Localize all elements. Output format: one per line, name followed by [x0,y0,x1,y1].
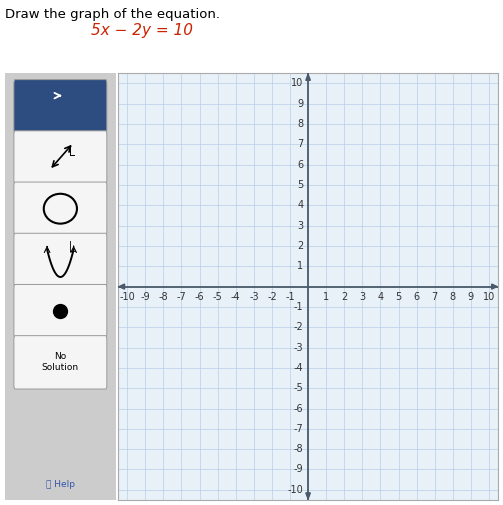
Text: -1: -1 [294,302,304,312]
Text: 7: 7 [432,292,438,301]
Text: 3: 3 [359,292,365,301]
Text: Draw the graph of the equation.: Draw the graph of the equation. [5,8,220,21]
FancyBboxPatch shape [14,80,107,133]
Text: -7: -7 [177,292,187,301]
Text: -10: -10 [119,292,135,301]
Text: 7: 7 [297,139,304,149]
Text: -5: -5 [294,383,304,393]
Text: -7: -7 [294,424,304,434]
Text: 5: 5 [297,180,304,190]
Text: 1: 1 [323,292,329,301]
Text: 1: 1 [297,261,304,271]
Text: -2: -2 [294,322,304,332]
Text: 8: 8 [297,119,304,129]
Text: 9: 9 [468,292,474,301]
Text: -2: -2 [267,292,277,301]
Text: -6: -6 [294,403,304,414]
Text: 2: 2 [341,292,348,301]
Text: 3: 3 [297,221,304,231]
FancyBboxPatch shape [14,131,107,184]
Text: -4: -4 [294,363,304,373]
Text: -9: -9 [294,465,304,475]
FancyArrow shape [119,284,125,289]
Text: 6: 6 [413,292,420,301]
Text: 2: 2 [297,241,304,251]
FancyBboxPatch shape [14,336,107,389]
Text: 5x − 2y = 10: 5x − 2y = 10 [91,23,193,38]
Text: ⓘ Help: ⓘ Help [46,480,75,489]
Text: -10: -10 [288,485,304,495]
Text: 6: 6 [297,160,304,170]
Text: 4: 4 [377,292,383,301]
Text: 9: 9 [297,98,304,109]
Text: -6: -6 [195,292,204,301]
Text: 4: 4 [297,200,304,210]
Text: -4: -4 [231,292,240,301]
Text: -3: -3 [249,292,259,301]
FancyArrow shape [306,74,310,80]
Text: 8: 8 [450,292,456,301]
FancyArrow shape [306,493,310,499]
Text: -3: -3 [294,342,304,352]
Text: -8: -8 [158,292,168,301]
FancyBboxPatch shape [3,65,118,505]
Text: 5: 5 [395,292,401,301]
Text: 10: 10 [291,78,304,88]
Text: No
Solution: No Solution [42,352,79,372]
FancyBboxPatch shape [14,284,107,338]
Text: -8: -8 [294,444,304,454]
Text: -1: -1 [285,292,295,301]
Text: 10: 10 [483,292,495,301]
FancyArrow shape [491,284,497,289]
FancyBboxPatch shape [14,182,107,235]
Text: -5: -5 [213,292,222,301]
FancyBboxPatch shape [14,233,107,287]
Text: -9: -9 [140,292,150,301]
